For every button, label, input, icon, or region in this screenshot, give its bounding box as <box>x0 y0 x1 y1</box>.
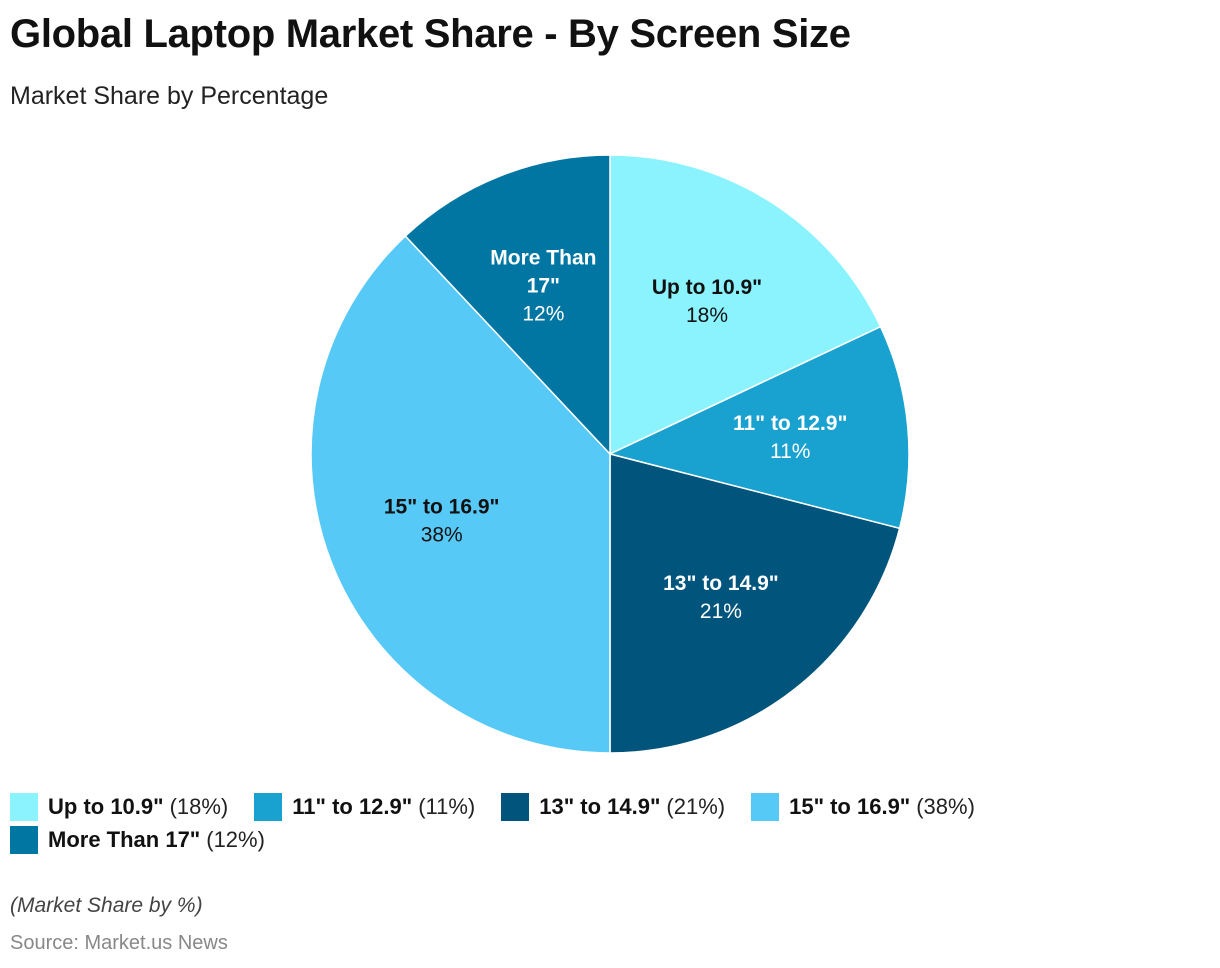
slice-label-11-to-12-9: 11" to 12.9" 11% <box>733 412 847 463</box>
legend-swatch <box>10 792 38 821</box>
slice-name-text: 11" to 12.9" <box>733 412 847 435</box>
legend-label: Up to 10.9" <box>48 793 164 819</box>
slice-label-more-than-17: More Than 17" 12% <box>490 247 596 326</box>
slice-name-text: 13" to 14.9" <box>663 572 779 595</box>
legend-item-up-to-10-9[interactable]: Up to 10.9" (18%) <box>10 792 228 821</box>
legend-swatch <box>254 792 283 821</box>
legend-item-more-than-17[interactable]: More Than 17" (12%) <box>10 825 265 854</box>
slice-label-15-to-16-9: 15" to 16.9" 38% <box>384 496 500 547</box>
slice-value-text: 38% <box>421 524 463 547</box>
legend-value: (21%) <box>666 793 726 819</box>
legend-swatch <box>10 825 38 854</box>
chart-subtitle: Market Share by Percentage <box>10 82 329 110</box>
pie-slice-15-to-16-9[interactable] <box>310 234 611 754</box>
slice-value-text: 11% <box>770 440 810 463</box>
slice-value-text: 21% <box>700 600 742 623</box>
legend-label: More Than 17" <box>48 826 201 852</box>
chart-source: Source: Market.us News <box>10 932 228 954</box>
pie-chart: Up to 10.9" 18% 11" to 12.9" 11% 13" to 14.9… <box>310 154 910 754</box>
chart-title: Global Laptop Market Share - By Screen S… <box>10 12 851 56</box>
legend-value: (18%) <box>169 793 229 819</box>
legend-label: 11" to 12.9" <box>292 793 413 819</box>
slice-name-text: More Than <box>490 247 596 270</box>
legend-item-11-to-12-9[interactable]: 11" to 12.9" (11%) <box>254 792 475 821</box>
legend-item-13-to-14-9[interactable]: 13" to 14.9" (21%) <box>501 792 725 821</box>
chart-note: (Market Share by %) <box>10 894 203 917</box>
legend-label: 15" to 16.9" <box>789 793 911 819</box>
legend-item-15-to-16-9[interactable]: 15" to 16.9" (38%) <box>751 792 975 821</box>
slice-name-text: 17" <box>527 275 560 298</box>
pie-slice-more-than-17[interactable] <box>404 154 611 456</box>
chart-legend: Up to 10.9" (18%) 11" to 12.9" (11%) 13" to … <box>10 792 1190 854</box>
legend-value: (11%) <box>418 793 476 819</box>
legend-swatch <box>751 792 780 821</box>
slice-value-text: 18% <box>686 304 728 327</box>
pie-slice-13-to-14-9[interactable] <box>609 453 901 754</box>
slice-name-text: 15" to 16.9" <box>384 496 500 519</box>
legend-value: (12%) <box>206 826 265 852</box>
pie-slice-up-to-10-9[interactable] <box>609 154 882 456</box>
slice-name-text: Up to 10.9" <box>652 276 762 299</box>
legend-label: 13" to 14.9" <box>539 793 661 819</box>
legend-value: (38%) <box>916 793 975 819</box>
pie-slice-11-to-12-9[interactable] <box>607 325 910 530</box>
slice-value-text: 12% <box>522 303 564 326</box>
slice-label-up-to-10-9: Up to 10.9" 18% <box>652 276 762 327</box>
slice-label-13-to-14-9: 13" to 14.9" 21% <box>663 572 779 623</box>
legend-swatch <box>501 792 530 821</box>
